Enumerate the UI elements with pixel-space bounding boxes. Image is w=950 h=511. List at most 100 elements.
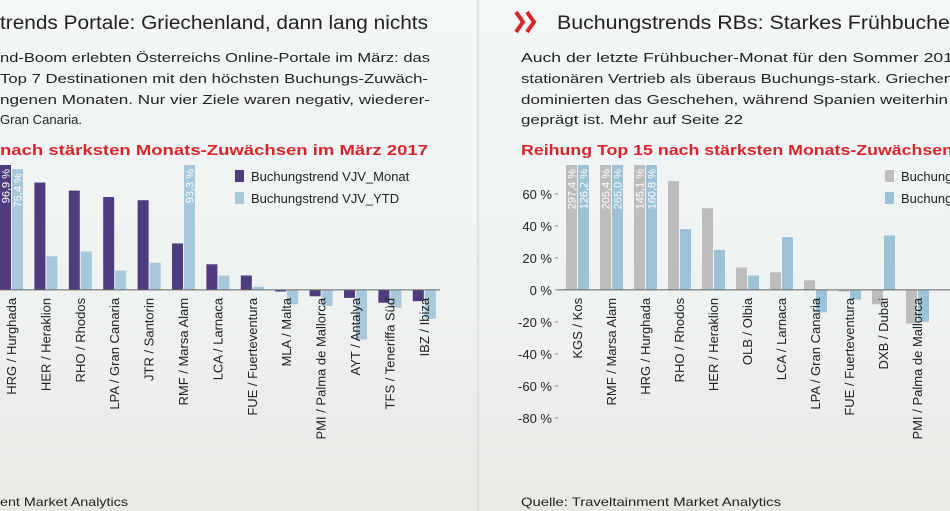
bar [578,165,589,290]
bar [46,256,58,290]
bar [770,272,781,290]
bar [275,289,287,292]
value-label: 160,8 % [647,169,659,210]
bar [206,264,218,290]
y-tick-label: -20 % [518,315,552,330]
bar [287,289,299,305]
value-label: 205,4 % [601,169,613,210]
x-tick-label: HER / Heraklion [38,298,53,391]
bar [412,289,424,302]
x-tick-label: LPA / Gran Canaria [808,297,823,410]
value-label: 75,4 % [13,173,25,207]
x-tick-label: HRG / Hurghada [4,297,19,395]
x-tick-label: FUE / Fuerteventura [245,297,260,416]
x-tick-label: LCA / Larnaca [210,297,225,380]
text-line: geprägt ist. Mehr auf Seite 22 [521,112,743,127]
bar [172,243,183,290]
bar [600,165,611,290]
y-tick-label: 0 % [530,283,553,298]
text-line: ngenen Monaten. Nur vier Ziele waren neg… [0,92,430,107]
bar [838,289,849,292]
y-tick-label: -60 % [518,379,552,394]
x-tick-label: MLA / Malta [279,297,294,366]
x-tick-label: RMF / Marsa Alam [176,298,191,406]
bar [103,197,115,290]
x-tick-label: AYT / Antalya [348,297,363,375]
bar [646,165,657,290]
bar [714,249,725,290]
text-line: stationären Vertrieb als überaus Buchung… [521,71,950,86]
bar [0,165,11,290]
legend-swatch [235,170,244,182]
bar [218,275,230,290]
value-label: 126,2 % [579,169,591,210]
bar [378,289,390,303]
x-tick-label: RHO / Rhodos [672,297,687,382]
bar [634,165,645,290]
title: Buchungstrends RBs: Starkes Frühbucher [557,13,950,34]
y-tick-label: -40 % [518,347,552,362]
bar [356,289,367,340]
legend-swatch [885,170,894,182]
bar [736,267,747,290]
legend-label: Buchungstrend VJV_Monat [901,169,950,184]
bar [240,275,252,290]
x-tick-label: PMI / Palma de Mallorca [314,297,329,439]
bar [34,182,46,290]
x-tick-label: RHO / Rhodos [73,297,88,382]
text-line: Auch der letzte Frühbucher-Monat für den… [521,50,950,65]
bar [115,270,127,290]
bar [872,289,883,305]
x-tick-label: DXB / Dubai [876,298,891,370]
bar [68,190,80,290]
text-line: nd-Boom erlebten Österreichs Online-Port… [0,50,431,65]
plot [0,165,436,340]
y-tick-label: 60 % [522,187,552,202]
y-tick-label: 40 % [522,219,552,234]
bar [321,289,333,306]
bar [918,289,929,322]
bar [906,289,917,324]
bar [309,289,321,297]
x-tick-label: TFS / Teneriffa Süd [382,298,397,410]
legend-label: Buchungstrend VJV_YTD [251,191,399,206]
legend-label: Buchungstrend VJV_Monat [251,169,410,184]
x-tick-label: RMF / Marsa Alam [604,298,619,406]
x-tick-label: HRG / Hurghada [638,297,653,395]
legend-swatch [885,192,894,204]
text-line: Gran Canaria. [0,112,82,127]
bar [612,165,623,290]
x-tick-label: LPA / Gran Canaria [107,297,122,410]
x-tick-label: FUE / Fuerteventura [842,297,857,416]
x-tick-label: OLB / Olbia [740,297,755,365]
bar [804,280,815,290]
value-label: 145,1 % [635,169,647,210]
source: ent Market Analytics [0,495,128,509]
value-label: 96,9 % [1,169,13,203]
legend-label: Buchungstrend VJV_YTD [901,191,950,206]
x-tick-label: IBZ / Ibiza [417,297,432,356]
bar [80,251,92,290]
x-tick-label: JTR / Santorin [142,298,157,381]
y-tick-label: 20 % [522,251,552,266]
bar [850,289,861,300]
bar [137,200,149,290]
bar [149,262,161,290]
bar [344,289,355,298]
x-tick-label: PMI / Palma de Mallorca [910,297,925,439]
x-tick-label: KGS / Kos [570,297,585,358]
bar [816,289,827,313]
text-line: Top 7 Destinationen mit den höchsten Buc… [0,71,428,86]
source: Quelle: Traveltainment Market Analytics [521,495,781,509]
plot [566,165,929,324]
value-label: 297,4 % [567,169,579,210]
chart-subtitle: nach stärksten Monats-Zuwächsen im März … [0,142,428,159]
text-line: dominierten das Geschehen, während Spani… [521,92,948,107]
bar [668,181,679,290]
bar [702,208,713,290]
bar [884,235,895,290]
bar [252,286,264,290]
chevron-icon [514,10,537,34]
bar [12,169,23,290]
